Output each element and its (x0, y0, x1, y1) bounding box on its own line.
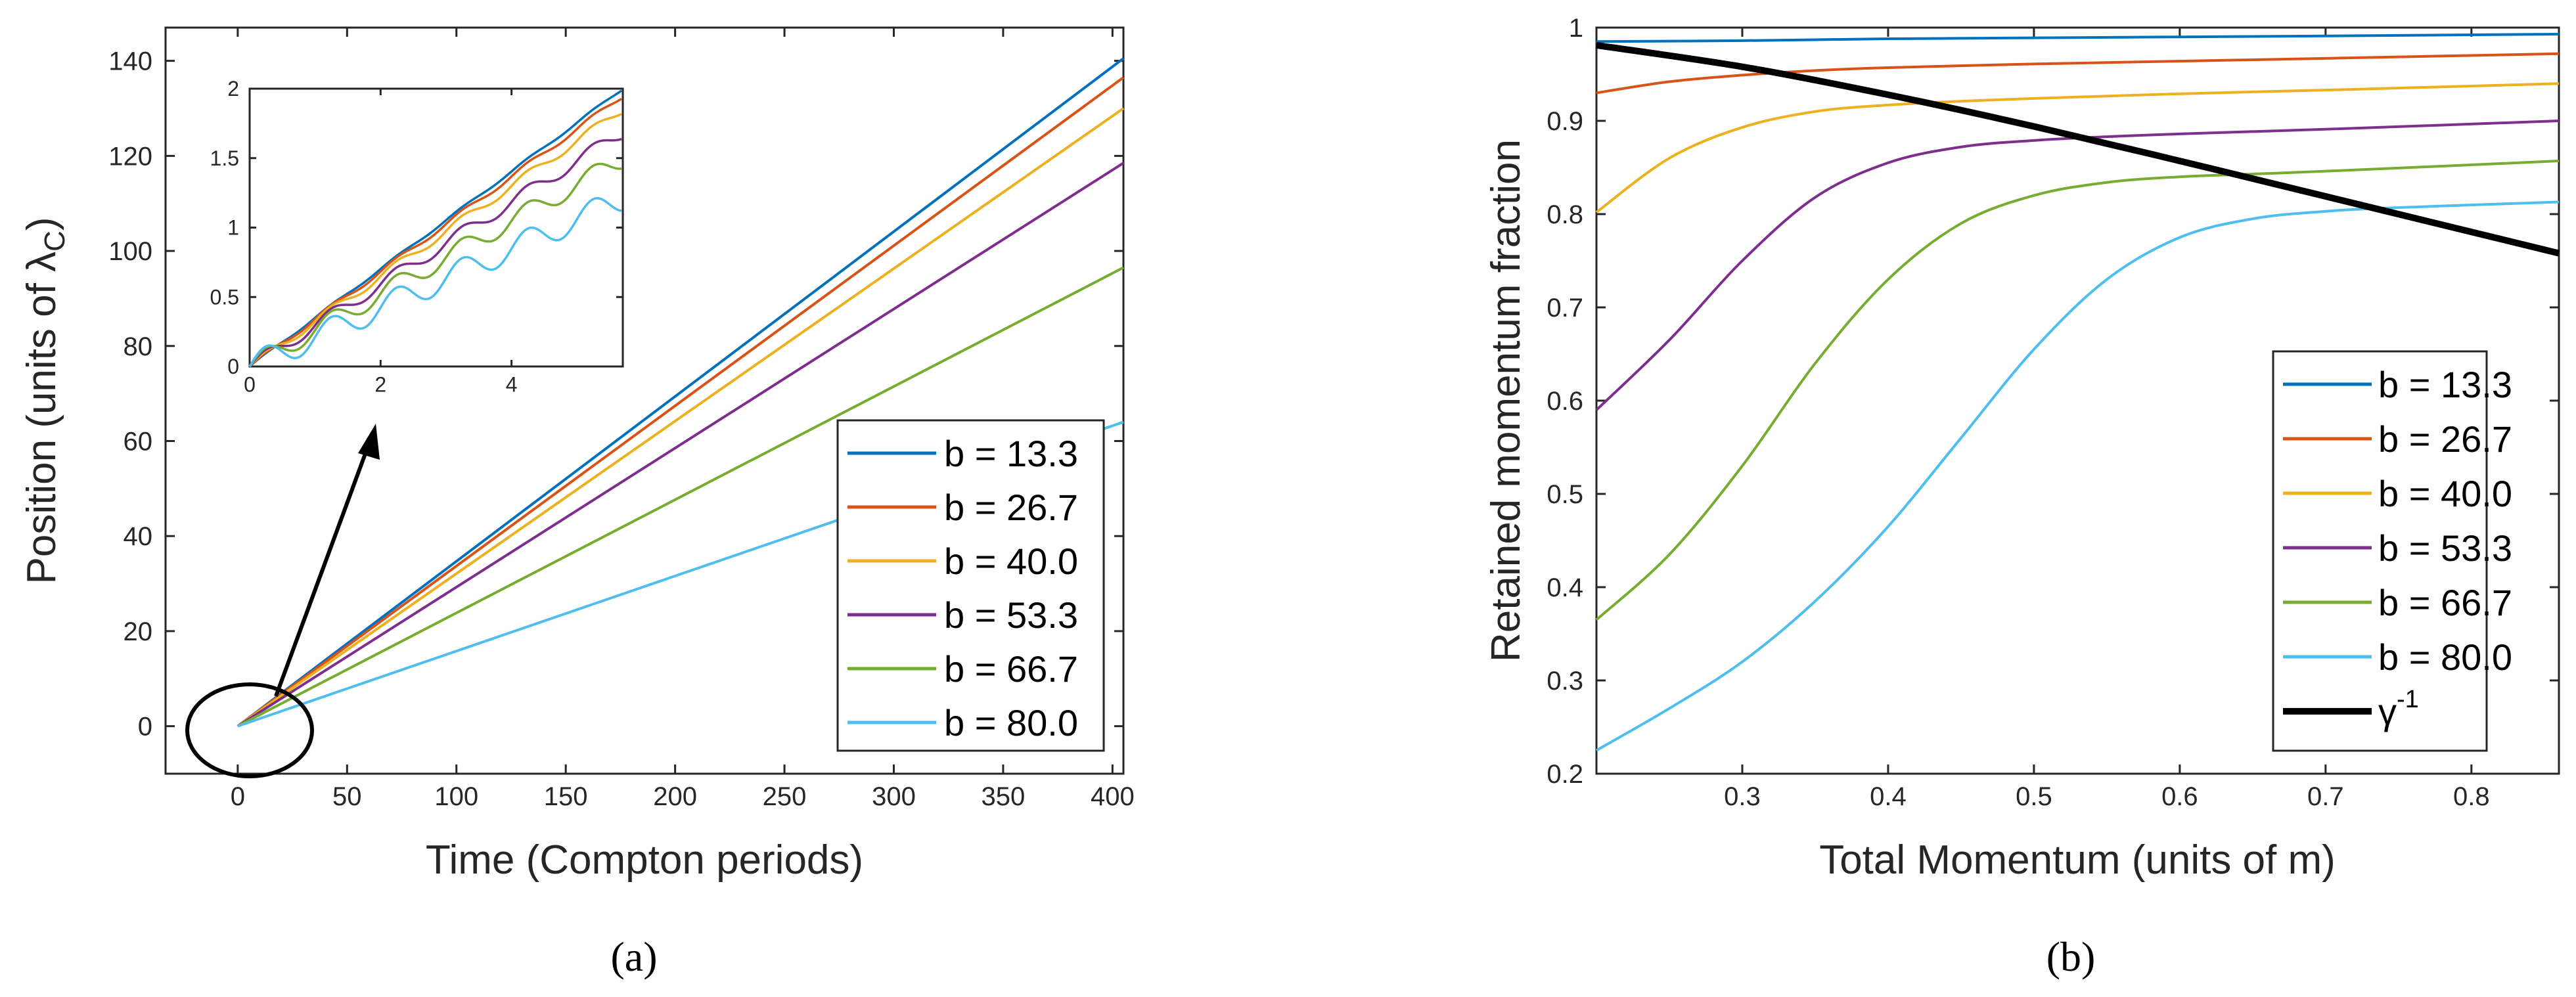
panel-a-legend-box (836, 419, 1105, 752)
panel-a-ylabel-symbol: λ (19, 252, 64, 272)
panel-a-line-b-13-3 (237, 57, 1125, 728)
panel-a-xtick-label: 200 (653, 782, 697, 811)
panel-b-ytick-label: 0.2 (1547, 760, 1583, 789)
gamma-symbol: γ (2378, 691, 2397, 732)
panel-b-xtick-label: 0.3 (1724, 782, 1761, 811)
panel-a-ylabel: Position (units of λC) (19, 217, 71, 584)
inset-xtick-label: 4 (506, 372, 518, 396)
panel-a-xtick-label: 350 (982, 782, 1026, 811)
panel-b: 0.3 0.4 0.5 0.6 0.7 0.8 0.2 0.3 0.4 0.5 0.6 0.7 0.8 0… (1483, 14, 2560, 980)
panel-a-ylabel-main: Position (units of (19, 272, 64, 585)
panel-b-ytick-label: 0.8 (1547, 200, 1583, 229)
panel-a-ytick-label: 140 (108, 47, 152, 76)
panel-a-ytick-label: 120 (108, 142, 152, 171)
panel-b-legend-label: b = 80.0 (2378, 636, 2512, 678)
panel-b-series-lines (1595, 32, 2560, 752)
inset-series-lines (248, 89, 622, 368)
panel-a-line-b-26-7 (237, 76, 1125, 728)
inset-line-b-80-0 (248, 197, 622, 367)
panel-b-ylabel: Retained momentum fraction (1483, 139, 1529, 662)
inset-line-b-66-7 (248, 162, 622, 367)
inset-line-b-40-0 (248, 112, 622, 368)
panel-a-xtick-label: 300 (872, 782, 916, 811)
panel-a-xtick-label: 100 (434, 782, 478, 811)
panel-a-xlabel: Time (Compton periods) (426, 837, 863, 883)
inset-ytick-label: 1 (227, 216, 239, 240)
panel-b-xtick-label: 0.5 (2016, 782, 2052, 811)
panel-a-label: (a) (610, 933, 657, 980)
panel-b-legend-label: b = 13.3 (2378, 364, 2512, 405)
panel-b-line-b-13-3 (1596, 32, 2560, 43)
inset-ytick-label: 0 (227, 355, 239, 378)
panel-b-line-b-53-3 (1595, 120, 2560, 411)
panel-a-legend-label: b = 80.0 (944, 702, 1078, 743)
panel-a-xtick-label: 250 (763, 782, 807, 811)
panel-a-legend: b = 13.3 b = 26.7 b = 40.0 b = 53.3 b = 66.7… (847, 433, 1078, 743)
panel-a-ytick-label: 40 (124, 522, 153, 551)
panel-b-legend-box (2272, 350, 2488, 752)
panel-a-ylabel-sub: C (39, 231, 71, 252)
gamma-superscript: -1 (2397, 686, 2419, 713)
zoom-arrow-shaft (274, 445, 370, 698)
panel-b-ytick-label: 0.5 (1547, 480, 1583, 509)
inset-ytick-label: 1.5 (210, 146, 239, 170)
panel-b-xtick-label: 0.8 (2453, 782, 2490, 811)
zoom-region-ellipse (185, 682, 314, 778)
panel-a-legend-label: b = 13.3 (944, 433, 1078, 474)
inset-ytick-label: 2 (227, 77, 239, 100)
inset-xtick-label: 0 (244, 372, 256, 396)
panel-b-ytick-label: 0.6 (1547, 387, 1583, 416)
panel-b-ticks: 0.3 0.4 0.5 0.6 0.7 0.8 0.2 0.3 0.4 0.5 0.6 0.7 0.8 0… (1547, 14, 2559, 811)
panel-b-line-b-40-0 (1595, 82, 2560, 213)
panel-b-ytick-label: 0.9 (1547, 107, 1583, 136)
panel-b-xtick-label: 0.4 (1870, 782, 1907, 811)
panel-a-ytick-label: 100 (108, 237, 152, 266)
panel-a-series-lines (237, 57, 1125, 728)
panel-a-ylabel-close: ) (19, 217, 64, 231)
panel-a-xtick-label: 400 (1091, 782, 1135, 811)
panel-a-ytick-label: 20 (124, 617, 153, 646)
panel-b-line-b-26-7 (1596, 52, 2560, 95)
panel-a-xtick-label: 0 (231, 782, 245, 811)
panel-b-xlabel: Total Momentum (units of m) (1819, 837, 2336, 883)
inset-line-b-53-3 (248, 137, 622, 368)
panel-a-legend-label: b = 40.0 (944, 541, 1078, 582)
inset-ytick-label: 0.5 (210, 285, 239, 309)
panel-b-legend-label: b = 40.0 (2378, 473, 2512, 514)
panel-b-ytick-label: 0.3 (1547, 667, 1583, 696)
panel-a-legend-label: b = 66.7 (944, 648, 1078, 690)
panel-a-line-b-66-7 (237, 266, 1124, 728)
panel-a-xtick-label: 150 (544, 782, 588, 811)
inset-line-b-13-3 (248, 89, 622, 368)
panel-a: 0 50 100 150 200 250 300 350 4000204060801001201… (19, 26, 1135, 980)
panel-b-ytick-label: 0.7 (1547, 294, 1583, 322)
zoom-arrow-head (358, 424, 380, 460)
panel-b-ytick-label: 0.4 (1547, 573, 1583, 602)
panel-b-line-b-80-0 (1596, 200, 2560, 752)
panel-b-label: (b) (2046, 933, 2096, 980)
panel-b-legend-label: b = 53.3 (2378, 527, 2512, 569)
inset-xtick-label: 2 (374, 372, 386, 396)
panel-b-legend-label: b = 26.7 (2378, 418, 2512, 460)
panel-b-legend: b = 13.3 b = 26.7 b = 40.0 b = 53.3 b = 66.7… (2283, 364, 2512, 732)
panel-b-line-gamma-inverse (1596, 42, 2560, 257)
panel-a-ytick-label: 60 (124, 428, 153, 456)
panel-b-xtick-label: 0.6 (2161, 782, 2198, 811)
panel-a-ytick-label: 80 (124, 332, 153, 361)
inset-ticks: 0 2 4 0 0.5 1 1.5 2 (210, 77, 623, 396)
panel-a-line-b-53-3 (237, 162, 1125, 728)
panel-a-ytick-label: 0 (138, 713, 152, 742)
panel-b-ytick-label: 1 (1569, 14, 1583, 43)
panel-a-ticks: 0 50 100 150 200 250 300 350 4000204060801001201… (108, 28, 1135, 811)
panel-a-xtick-label: 50 (332, 782, 362, 811)
inset-line-b-26-7 (248, 98, 622, 368)
panel-b-line-b-66-7 (1595, 160, 2560, 621)
panel-b-legend-label: b = 66.7 (2378, 582, 2512, 623)
panel-a-legend-label: b = 53.3 (944, 594, 1078, 636)
panel-b-legend-label-gamma: γ-1 (2378, 686, 2419, 732)
panel-a-legend-label: b = 26.7 (944, 487, 1078, 528)
panel-b-xtick-label: 0.7 (2307, 782, 2344, 811)
panel-a-line-b-40-0 (237, 107, 1125, 728)
